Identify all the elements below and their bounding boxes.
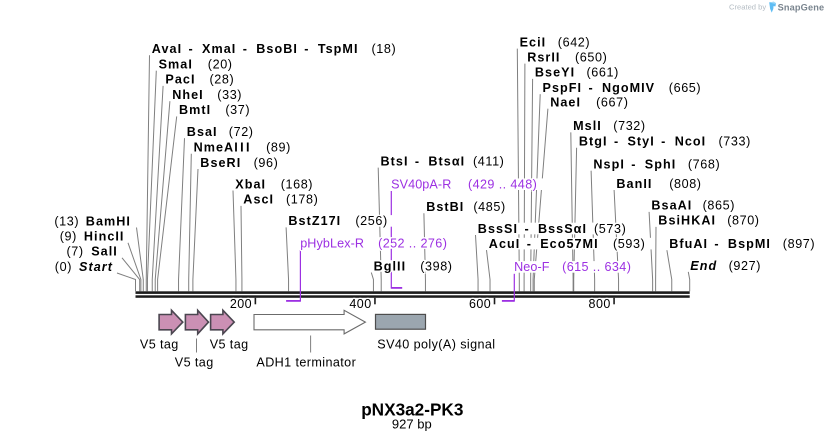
svg-text:V5 tag: V5 tag (210, 338, 249, 352)
svg-text:BsaAI: BsaAI (651, 199, 692, 213)
svg-text:(732): (732) (613, 119, 645, 133)
svg-text:pNX3a2-PK3: pNX3a2-PK3 (361, 400, 463, 420)
svg-text:(808): (808) (669, 177, 701, 191)
svg-text:927 bp: 927 bp (392, 416, 432, 431)
svg-text:(615 .. 634): (615 .. 634) (562, 260, 631, 274)
svg-text:(33): (33) (217, 88, 242, 102)
svg-text:BanII: BanII (616, 177, 652, 191)
svg-text:AcuI - Eco57MI: AcuI - Eco57MI (489, 237, 599, 251)
svg-text:NspI - SphI: NspI - SphI (593, 158, 676, 172)
svg-text:(9): (9) (60, 230, 77, 244)
svg-text:(665): (665) (669, 81, 701, 95)
svg-text:600: 600 (469, 297, 491, 311)
svg-text:(593): (593) (613, 237, 645, 251)
svg-text:(256): (256) (355, 214, 387, 228)
svg-text:(661): (661) (587, 66, 619, 80)
svg-text:BssSI - BssSαI: BssSI - BssSαI (478, 222, 587, 236)
svg-text:(642): (642) (558, 35, 590, 49)
svg-text:(768): (768) (688, 158, 720, 172)
svg-text:BglII: BglII (374, 259, 407, 273)
svg-text:AvaI - XmaI - BsoBI - TspMI: AvaI - XmaI - BsoBI - TspMI (152, 42, 359, 56)
svg-text:SV40 poly(A) signal: SV40 poly(A) signal (377, 338, 495, 352)
svg-text:(96): (96) (254, 156, 279, 170)
svg-text:(20): (20) (208, 58, 233, 72)
svg-text:(252 .. 276): (252 .. 276) (378, 236, 447, 250)
svg-text:(870): (870) (727, 214, 759, 228)
svg-text:(398): (398) (420, 259, 452, 273)
svg-text:SnapGene: SnapGene (778, 3, 825, 13)
svg-text:BstZ17I: BstZ17I (288, 214, 341, 228)
svg-text:(429 .. 448): (429 .. 448) (468, 178, 537, 192)
svg-text:AscI: AscI (243, 193, 274, 207)
svg-text:(733): (733) (719, 135, 751, 149)
svg-text:Neo-F: Neo-F (514, 260, 550, 274)
svg-text:HincII: HincII (84, 230, 125, 244)
svg-text:EciI: EciI (520, 35, 547, 49)
svg-text:(72): (72) (229, 125, 254, 139)
svg-text:NheI: NheI (172, 88, 204, 102)
svg-text:BmtI: BmtI (179, 103, 211, 117)
svg-text:SalI: SalI (91, 245, 118, 259)
svg-text:(168): (168) (281, 177, 313, 191)
svg-text:(927): (927) (729, 259, 761, 273)
svg-text:ADH1 terminator: ADH1 terminator (256, 355, 356, 369)
svg-text:SV40pA-R: SV40pA-R (391, 178, 451, 192)
svg-text:RsrII: RsrII (527, 50, 560, 64)
svg-text:(573): (573) (594, 222, 626, 236)
svg-text:(13): (13) (54, 214, 79, 228)
svg-text:BtsI - BtsαI: BtsI - BtsαI (381, 154, 466, 168)
svg-text:(650): (650) (575, 50, 607, 64)
svg-text:(28): (28) (210, 73, 235, 87)
svg-text:(897): (897) (783, 237, 815, 251)
svg-text:NmeAIII: NmeAIII (194, 141, 252, 155)
svg-text:BtgI - StyI - NcoI: BtgI - StyI - NcoI (579, 135, 706, 149)
svg-text:Start: Start (79, 260, 113, 274)
svg-text:BfuAI - BspMI: BfuAI - BspMI (669, 237, 771, 251)
svg-text:BseYI: BseYI (535, 66, 575, 80)
svg-text:pHybLex-R: pHybLex-R (300, 236, 364, 250)
svg-text:PacI: PacI (165, 73, 195, 87)
svg-text:V5 tag: V5 tag (140, 338, 179, 352)
svg-text:BsiHKAI: BsiHKAI (658, 214, 716, 228)
svg-text:End: End (690, 259, 717, 273)
svg-text:(485): (485) (473, 200, 505, 214)
svg-text:BstBI: BstBI (426, 200, 464, 214)
svg-text:400: 400 (349, 297, 371, 311)
svg-text:800: 800 (589, 297, 611, 311)
svg-text:(865): (865) (703, 199, 735, 213)
svg-text:(7): (7) (67, 245, 84, 259)
svg-text:PspFI - NgoMIV: PspFI - NgoMIV (543, 81, 656, 95)
svg-text:(89): (89) (266, 141, 291, 155)
svg-text:V5 tag: V5 tag (175, 355, 214, 369)
svg-text:(18): (18) (372, 42, 397, 56)
svg-text:Created by: Created by (729, 2, 766, 11)
svg-text:BamHI: BamHI (86, 214, 131, 228)
svg-text:NaeI: NaeI (550, 96, 581, 110)
svg-text:(37): (37) (225, 103, 250, 117)
svg-text:MslI: MslI (573, 119, 602, 133)
svg-text:(667): (667) (596, 96, 628, 110)
svg-text:(0): (0) (55, 260, 72, 274)
svg-text:BseRI: BseRI (200, 156, 241, 170)
svg-text:SmaI: SmaI (159, 58, 193, 72)
svg-text:200: 200 (230, 297, 252, 311)
svg-text:BsaI: BsaI (187, 125, 218, 139)
svg-text:(178): (178) (286, 193, 318, 207)
svg-text:(411): (411) (473, 154, 504, 168)
svg-text:XbaI: XbaI (235, 177, 266, 191)
